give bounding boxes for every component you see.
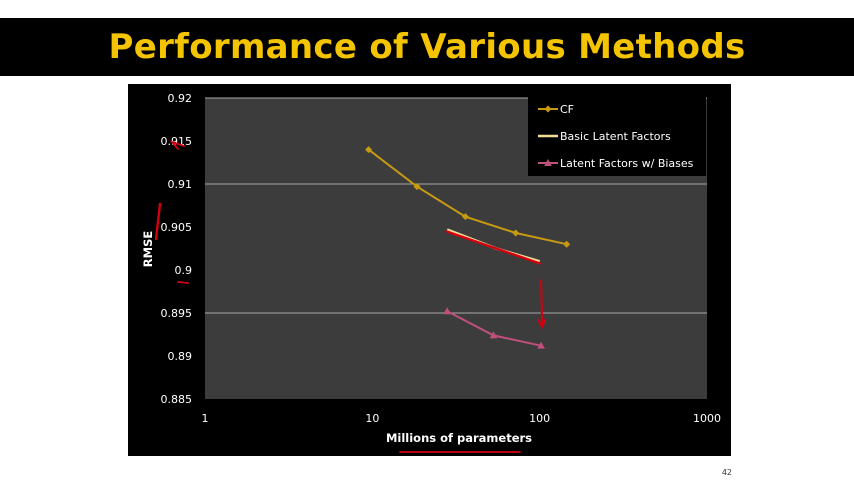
slide-number: 42 [721,468,732,477]
y-tick-label: 0.91 [168,178,193,191]
data-point [512,229,520,237]
legend-label: Latent Factors w/ Biases [560,157,694,170]
y-tick-label: 0.905 [161,221,193,234]
x-axis-label: Millions of parameters [386,431,532,445]
legend-label: Basic Latent Factors [560,130,671,143]
x-tick-label: 1 [202,412,209,425]
legend-item: Latent Factors w/ Biases [538,157,694,170]
ink-stroke [537,318,547,329]
tick-labels: 0.885 0.89 0.895 0.9 0.905 0.91 0.915 0.92 1 10 10… [161,92,722,425]
legend-item: CF [538,103,574,116]
ink-stroke [154,202,162,241]
data-point [537,341,545,349]
y-axis-label: RMSE [141,231,155,268]
ink-stroke [177,281,189,284]
data-point [365,146,373,154]
legend-label: CF [560,103,574,116]
rmse-line-chart: 0.885 0.89 0.895 0.9 0.905 0.91 0.915 0.92 1 10 10… [141,92,722,453]
legend-item: Basic Latent Factors [538,130,671,143]
ink-stroke [540,279,544,325]
data-point [563,240,571,248]
data-point [413,183,421,191]
legend: CF Basic Latent Factors Latent Factors w/ … [528,94,706,176]
x-tick-label: 100 [529,412,550,425]
slide-title: Performance of Various Methods [108,27,746,67]
series-cf [365,146,571,248]
data-point [443,307,451,315]
series-latent-factors-w-biases [443,307,545,349]
data-point [489,331,498,339]
chart-panel: 0.885 0.89 0.895 0.9 0.905 0.91 0.915 0.92 1 10 10… [128,84,731,456]
data-point [544,105,552,113]
y-tick-label: 0.885 [161,393,193,406]
y-tick-label: 0.915 [161,135,193,148]
x-tick-label: 10 [365,412,379,425]
y-tick-label: 0.89 [168,350,193,363]
data-point [544,159,552,166]
x-tick-label: 1000 [693,412,721,425]
ink-stroke [445,230,541,265]
data-point [461,213,469,221]
ink-stroke [169,140,185,150]
y-tick-label: 0.92 [168,92,193,105]
title-bar: Performance of Various Methods [0,18,854,76]
y-tick-label: 0.9 [175,264,193,277]
y-tick-label: 0.895 [161,307,193,320]
